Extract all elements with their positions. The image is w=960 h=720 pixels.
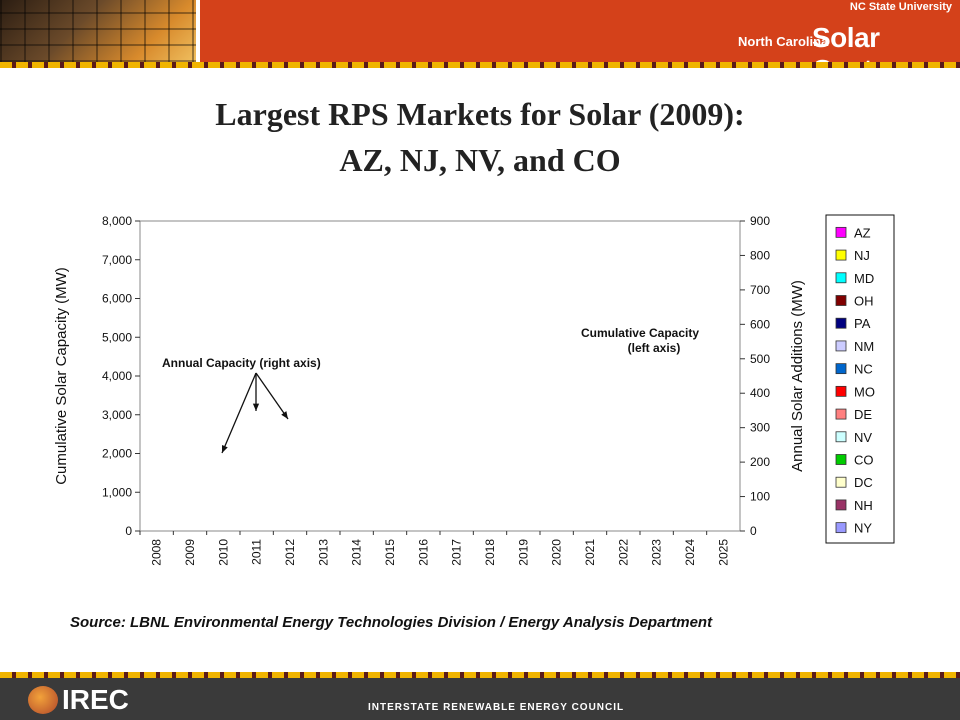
legend-swatch-nj — [835, 249, 847, 261]
y2-tick-label: 500 — [750, 352, 770, 366]
header-dashed-stripe — [0, 62, 960, 68]
x-tick-label: 2011 — [250, 539, 264, 565]
x-tick-label: 2009 — [183, 539, 197, 566]
annotation-arrowhead — [222, 445, 228, 453]
legend-swatch-de — [835, 408, 847, 420]
legend-swatch-ny — [835, 522, 847, 534]
y2-tick-label: 700 — [750, 283, 770, 297]
legend-swatch-nh — [835, 499, 847, 511]
x-tick-label: 2022 — [616, 539, 630, 566]
x-tick-label: 2010 — [216, 539, 230, 566]
y2-tick-label: 900 — [750, 214, 770, 228]
y-tick-label: 1,000 — [102, 485, 132, 499]
legend-label-az: AZ — [854, 225, 871, 240]
university-name: NC State University — [849, 1, 952, 13]
legend-label-co: CO — [854, 453, 874, 468]
legend-label-nc: NC — [854, 362, 873, 377]
legend-swatch-oh — [835, 295, 847, 306]
legend-label-nj: NJ — [854, 248, 870, 263]
y2-tick-label: 800 — [750, 248, 770, 262]
plot-area — [139, 220, 741, 532]
irec-org-name: INTERSTATE RENEWABLE ENERGY COUNCIL — [368, 702, 625, 713]
legend-box — [825, 214, 895, 544]
y2-tick-label: 300 — [750, 421, 770, 435]
legend-label-de: DE — [854, 407, 872, 422]
rps-solar-chart: 0 1,000 2,000 3,000 4,000 5,000 6,000 7,000 8,00… — [53, 214, 895, 566]
annotation-arrow — [221, 372, 257, 454]
chart-source: Source: LBNL Environmental Energy Techno… — [70, 614, 713, 631]
legend-swatch-co — [835, 454, 847, 465]
legend-swatch-pa — [835, 317, 847, 329]
slide-title-line1: Largest RPS Markets for Solar (2009): — [215, 96, 745, 132]
legend-label-pa: PA — [854, 316, 871, 331]
slide-title-line2: AZ, NJ, NV, and CO — [339, 142, 621, 178]
y2-tick-label: 400 — [750, 386, 770, 400]
annotation-cumulative: Cumulative Capacity — [581, 326, 699, 340]
x-tick-label: 2017 — [450, 539, 464, 566]
y2-tick-label: 600 — [750, 317, 770, 331]
header-divider — [196, 0, 200, 62]
y-tick-label: 0 — [125, 524, 132, 538]
legend-label-oh: OH — [854, 294, 874, 309]
y-tick-label: 8,000 — [102, 214, 132, 228]
x-tick-label: 2018 — [483, 539, 497, 566]
y-tick-label: 7,000 — [102, 253, 132, 267]
legend-label-nv: NV — [854, 430, 872, 445]
x-tick-label: 2025 — [716, 539, 730, 566]
x-tick-label: 2024 — [683, 539, 697, 566]
center-name: Solar Center — [812, 22, 898, 85]
annotation-arrow — [255, 372, 289, 420]
x-tick-label: 2023 — [650, 539, 664, 566]
x-tick-label: 2012 — [283, 539, 297, 566]
legend-label-dc: DC — [854, 475, 873, 490]
y-tick-label: 4,000 — [102, 369, 132, 383]
x-tick-label: 2016 — [416, 539, 430, 566]
annotation-arrowhead — [281, 411, 288, 419]
irec-globe-icon — [28, 686, 58, 714]
solar-panel-photo — [0, 0, 196, 62]
legend-swatch-dc — [835, 476, 847, 488]
x-tick-label: 2008 — [150, 539, 164, 566]
y-tick-label: 2,000 — [102, 447, 132, 461]
legend-swatch-md — [835, 272, 847, 284]
legend-label-mo: MO — [854, 384, 875, 399]
x-tick-label: 2020 — [550, 539, 564, 566]
y-tick-label: 6,000 — [102, 292, 132, 306]
x-tick-label: 2021 — [583, 539, 597, 566]
x-tick-label: 2015 — [383, 539, 397, 566]
y2-axis-title: Annual Solar Additions (MW) — [789, 280, 806, 472]
annotation-arrowhead — [252, 403, 260, 411]
legend-label-nh: NH — [854, 498, 873, 513]
legend-label-ny: NY — [854, 521, 872, 536]
annotation-annual: Annual Capacity (right axis) — [162, 356, 321, 370]
y-axis-title: Cumulative Solar Capacity (MW) — [53, 267, 70, 485]
center-prefix: North Carolina — [738, 34, 829, 49]
y2-tick-label: 100 — [750, 490, 770, 504]
legend-swatch-nm — [835, 340, 847, 352]
legend-swatch-nc — [835, 363, 847, 375]
x-tick-label: 2013 — [316, 539, 330, 566]
y-tick-label: 5,000 — [102, 330, 132, 344]
x-tick-label: 2014 — [350, 539, 364, 566]
y2-tick-label: 0 — [750, 524, 757, 538]
legend-swatch-az — [835, 226, 847, 238]
legend-label-nm: NM — [854, 339, 874, 354]
legend-swatch-nv — [835, 431, 847, 443]
footer-bar — [0, 678, 960, 720]
annotation-cumulative-sub: (left axis) — [628, 341, 681, 355]
legend-label-md: MD — [854, 271, 874, 286]
x-tick-label: 2019 — [516, 539, 530, 566]
footer-dashed-stripe — [0, 672, 960, 678]
irec-logo: IREC — [62, 684, 129, 715]
y2-tick-label: 200 — [750, 455, 770, 469]
y-tick-label: 3,000 — [102, 408, 132, 422]
legend-swatch-mo — [835, 385, 847, 397]
